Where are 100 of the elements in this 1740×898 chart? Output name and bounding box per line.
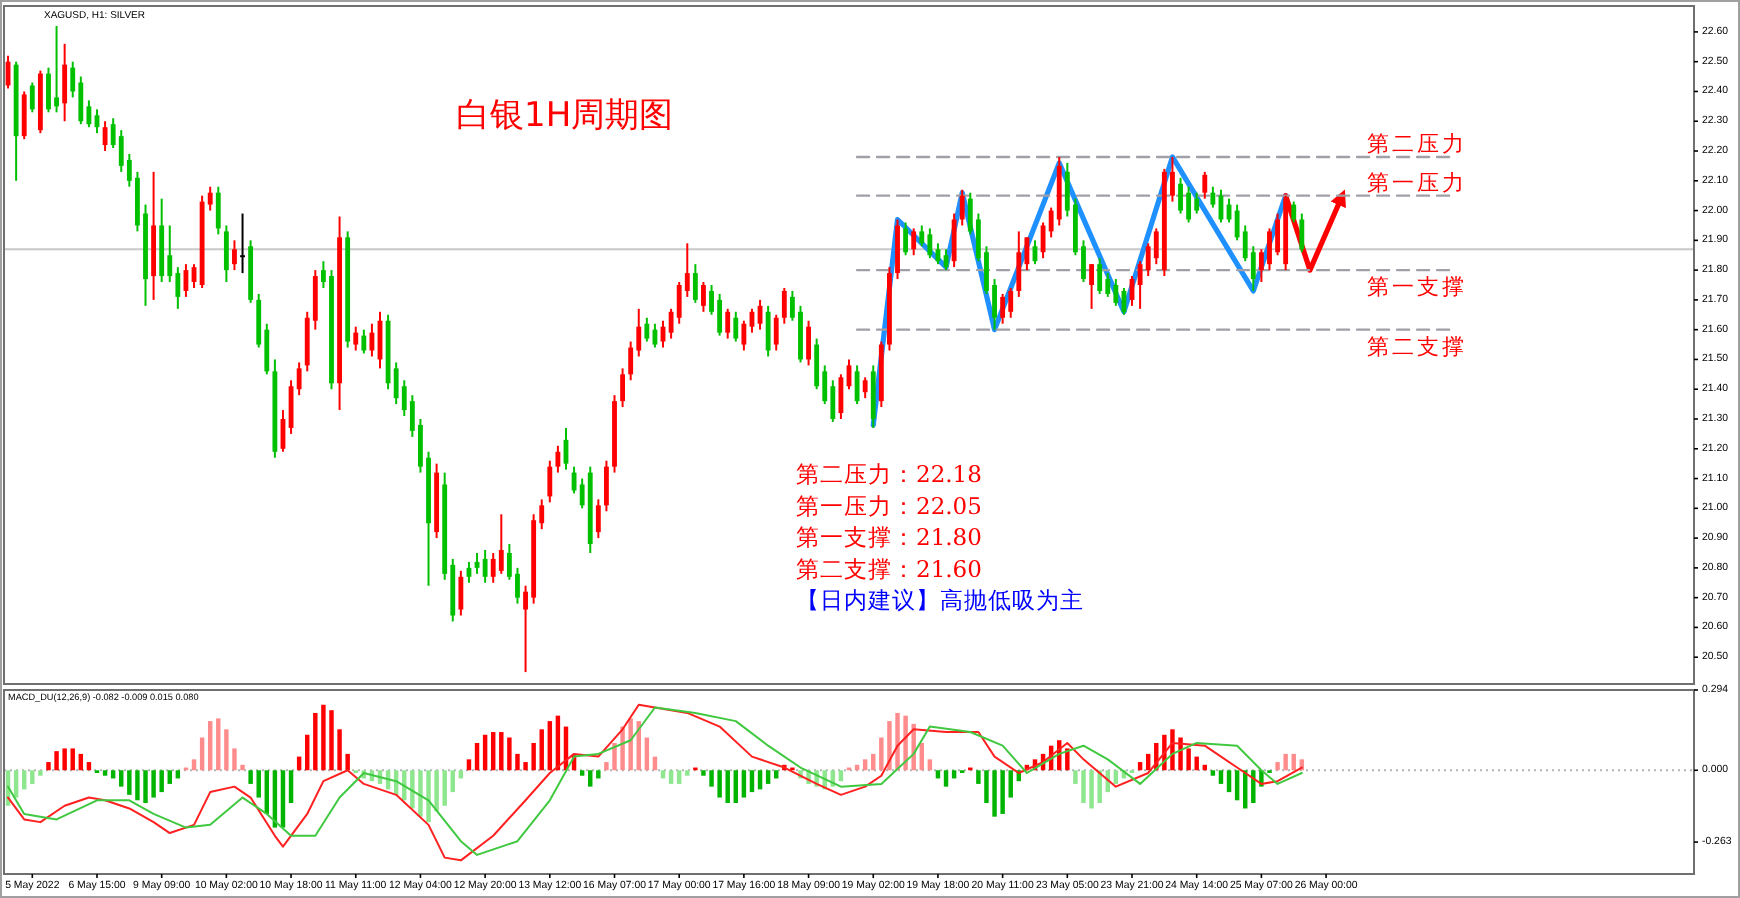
bar [685, 770, 690, 776]
bar [54, 751, 59, 771]
candlestick [773, 313, 779, 352]
bar [216, 718, 221, 771]
bar [1234, 770, 1240, 801]
series-label: 第一支撑 [1367, 274, 1468, 301]
candlestick [490, 551, 496, 584]
bar [151, 770, 156, 798]
bar [1218, 770, 1224, 784]
bar [507, 737, 512, 771]
candlestick [296, 361, 302, 397]
candlestick [959, 188, 965, 227]
candlestick [1178, 176, 1183, 215]
candlestick [806, 319, 811, 367]
bar [167, 770, 172, 784]
series-label: 第二支撑 [1367, 333, 1468, 360]
bar [62, 748, 67, 771]
bar [159, 770, 164, 793]
candlestick [854, 364, 860, 406]
candlestick [1113, 278, 1119, 307]
candlestick [692, 263, 698, 304]
candlestick [862, 376, 868, 400]
bar [943, 770, 949, 787]
bar [927, 759, 933, 771]
candlestick [1000, 292, 1006, 325]
bar [588, 770, 593, 787]
candlestick [215, 185, 221, 236]
annotation: 第一支撑：21.80 [796, 523, 982, 552]
candlestick [458, 569, 464, 617]
bar [1089, 770, 1094, 809]
candlestick [725, 307, 731, 340]
candlestick [765, 304, 771, 358]
candlestick [223, 224, 229, 284]
bar [70, 748, 75, 771]
candlestick [1202, 170, 1208, 200]
series-label: 第二压力 [1367, 130, 1468, 157]
bar [1065, 748, 1070, 771]
candlestick [927, 227, 933, 260]
bar [1283, 753, 1288, 771]
annotation: 第二支撑：21.60 [796, 554, 982, 583]
bar [1081, 770, 1086, 804]
bar [838, 770, 844, 782]
candlestick [102, 120, 108, 153]
candlestick [895, 218, 900, 281]
bar [539, 729, 544, 771]
candlestick [870, 364, 876, 429]
bar [499, 732, 504, 771]
bar [1251, 770, 1256, 804]
candlestick [232, 239, 237, 272]
candlestick [54, 24, 59, 114]
bar [1226, 770, 1232, 793]
annotation: 第一压力：22.05 [796, 491, 982, 520]
candlestick [1210, 185, 1216, 209]
bar [418, 770, 423, 817]
candlestick [29, 81, 35, 114]
candlestick [676, 281, 682, 325]
bar [119, 770, 124, 787]
bar [596, 770, 601, 779]
bar [38, 770, 43, 776]
candlestick [1267, 227, 1272, 272]
bar [256, 770, 261, 798]
bar [749, 770, 755, 793]
candlestick [240, 212, 245, 275]
candlestick [830, 379, 836, 423]
bar [410, 770, 415, 809]
bar [628, 718, 633, 771]
bar [992, 770, 997, 817]
text: 白银1H周期图 [456, 96, 674, 136]
bar [531, 742, 536, 771]
bar [466, 759, 472, 771]
bar [725, 770, 730, 804]
candlestick [741, 319, 747, 352]
bar [862, 759, 868, 771]
candlestick [1186, 185, 1192, 224]
bar [668, 770, 674, 784]
bar [426, 770, 431, 823]
candlestick [353, 325, 359, 352]
candlestick [1299, 212, 1305, 254]
bar [1210, 770, 1216, 776]
candlestick [919, 224, 925, 248]
bar [887, 721, 892, 771]
candlestick [555, 444, 561, 474]
annotation: 第二压力：22.18 [796, 460, 982, 488]
bar [1275, 762, 1280, 771]
candlestick [547, 459, 553, 504]
candlestick [21, 90, 27, 141]
bar [717, 770, 722, 798]
bar [102, 770, 108, 776]
candlestick [717, 292, 723, 337]
candlestick [361, 328, 367, 355]
candlestick [369, 322, 375, 358]
bar [1097, 770, 1102, 804]
bar [143, 770, 148, 804]
candlestick [733, 310, 739, 343]
candlestick [1097, 257, 1103, 295]
candlestick [838, 373, 844, 420]
candlestick [951, 212, 957, 269]
candlestick [903, 221, 909, 257]
series-label: 第一压力 [1367, 169, 1468, 196]
bar [1194, 756, 1199, 771]
